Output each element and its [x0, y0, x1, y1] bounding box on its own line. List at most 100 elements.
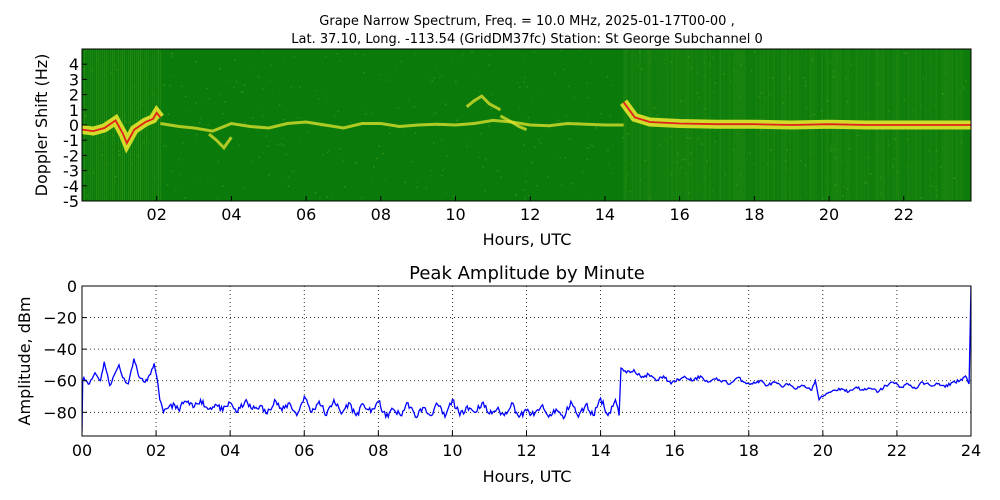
spectrogram-speckle: [764, 97, 767, 99]
spectrogram-speckle: [857, 134, 859, 137]
spectrogram-speckle: [253, 66, 255, 68]
spectrogram-speckle: [889, 170, 891, 172]
spectrogram-speckle: [389, 132, 391, 134]
spectrogram-speckle: [175, 188, 177, 191]
spectrogram-y-tick-label: 4: [69, 55, 79, 74]
spectrogram-speckle: [452, 195, 455, 197]
spectrogram-noise-streak: [629, 49, 631, 201]
spectrogram-speckle: [813, 113, 816, 116]
spectrogram-speckle: [414, 53, 416, 55]
spectrogram-y-tick-label: 2: [69, 86, 79, 105]
spectrogram-speckle: [279, 103, 281, 106]
spectrogram-speckle: [641, 68, 643, 70]
spectrogram-speckle: [322, 153, 324, 155]
spectrogram-speckle: [639, 51, 641, 53]
spectrogram-speckle: [786, 149, 788, 151]
spectrogram-speckle: [350, 121, 352, 123]
amplitude-x-tick-label: 08: [368, 441, 388, 460]
spectrogram-speckle: [877, 82, 880, 85]
spectrogram-x-tick-label: 14: [595, 205, 615, 224]
spectrogram-speckle: [833, 199, 835, 201]
spectrogram-speckle: [920, 104, 922, 106]
spectrogram-speckle: [590, 61, 593, 63]
spectrogram-speckle: [114, 180, 116, 182]
spectrogram-speckle: [935, 150, 937, 152]
spectrogram-speckle: [698, 96, 700, 99]
spectrogram-speckle: [629, 190, 631, 193]
spectrogram-speckle: [831, 143, 833, 145]
spectrogram-speckle: [670, 173, 673, 176]
spectrogram-speckle: [291, 170, 294, 173]
spectrogram-speckle: [622, 136, 624, 139]
spectrogram-speckle: [344, 185, 346, 188]
spectrogram-speckle: [945, 114, 947, 117]
spectrogram-speckle: [219, 68, 221, 70]
spectrogram-speckle: [610, 172, 612, 174]
spectrogram-speckle: [825, 181, 827, 183]
amplitude-y-tick-label: 0: [67, 277, 77, 296]
spectrogram-y-tick-label: 3: [69, 70, 79, 89]
spectrogram-speckle: [804, 85, 807, 87]
spectrogram-speckle: [268, 79, 271, 82]
spectrogram-speckle: [148, 141, 151, 144]
spectrogram-speckle: [518, 107, 520, 110]
spectrogram-speckle: [586, 82, 588, 84]
spectrogram-speckle: [685, 172, 687, 175]
spectrogram-speckle: [809, 152, 812, 154]
spectrogram-speckle: [201, 98, 203, 100]
spectrogram-speckle: [565, 114, 567, 117]
spectrogram-speckle: [625, 182, 627, 184]
spectrogram-speckle: [945, 72, 947, 74]
spectrogram-speckle: [328, 150, 330, 152]
spectrogram-speckle: [864, 182, 866, 185]
spectrogram-speckle: [137, 155, 140, 158]
spectrogram-y-tick-label: -4: [63, 177, 79, 196]
spectrogram-speckle: [829, 61, 831, 64]
spectrogram-speckle: [712, 56, 714, 59]
spectrogram-speckle: [110, 72, 113, 74]
spectrogram-speckle: [627, 132, 630, 135]
spectrogram-speckle: [125, 121, 128, 124]
spectrogram-speckle: [757, 95, 760, 98]
spectrogram-speckle: [118, 154, 121, 156]
amplitude-x-tick-label: 24: [961, 441, 981, 460]
spectrogram-speckle: [689, 137, 691, 139]
spectrogram-speckle: [299, 140, 301, 142]
spectrogram-speckle: [913, 110, 915, 112]
spectrogram-speckle: [531, 161, 533, 164]
spectrogram-y-axis-title: Doppler Shift (Hz): [32, 54, 51, 197]
spectrogram-speckle: [680, 100, 682, 102]
spectrogram-speckle: [888, 144, 890, 147]
amplitude-x-tick-label: 20: [813, 441, 833, 460]
amplitude-x-tick-label: 10: [442, 441, 462, 460]
spectrogram-speckle: [167, 113, 170, 116]
spectrogram-speckle: [894, 138, 896, 140]
spectrogram-speckle: [115, 64, 117, 67]
spectrogram-speckle: [388, 79, 390, 81]
spectrogram-speckle: [804, 164, 807, 167]
spectrogram-speckle: [523, 189, 525, 191]
spectrogram-speckle: [933, 182, 935, 184]
spectrogram-speckle: [931, 168, 933, 171]
spectrogram-speckle: [452, 58, 454, 60]
spectrogram-noise-streak: [623, 49, 625, 201]
spectrogram-speckle: [829, 149, 832, 152]
spectrogram-speckle: [124, 119, 126, 122]
spectrogram-speckle: [319, 197, 321, 199]
spectrogram-speckle: [644, 159, 647, 162]
amplitude-x-tick-label: 22: [887, 441, 907, 460]
spectrogram-speckle: [681, 166, 683, 169]
spectrogram-speckle: [102, 136, 105, 139]
spectrogram-speckle: [943, 183, 945, 186]
spectrogram-speckle: [740, 64, 743, 66]
spectrogram-speckle: [404, 181, 406, 183]
spectrogram-speckle: [233, 86, 235, 89]
spectrogram-speckle: [257, 76, 260, 78]
spectrogram-speckle: [534, 146, 537, 148]
spectrogram-speckle: [835, 156, 837, 159]
spectrogram-speckle: [696, 92, 699, 94]
spectrogram-speckle: [152, 95, 155, 97]
spectrogram-speckle: [370, 180, 372, 182]
spectrogram-speckle: [870, 173, 872, 175]
amplitude-y-ticks: 0 −20 −40 −60 −80: [43, 277, 87, 422]
